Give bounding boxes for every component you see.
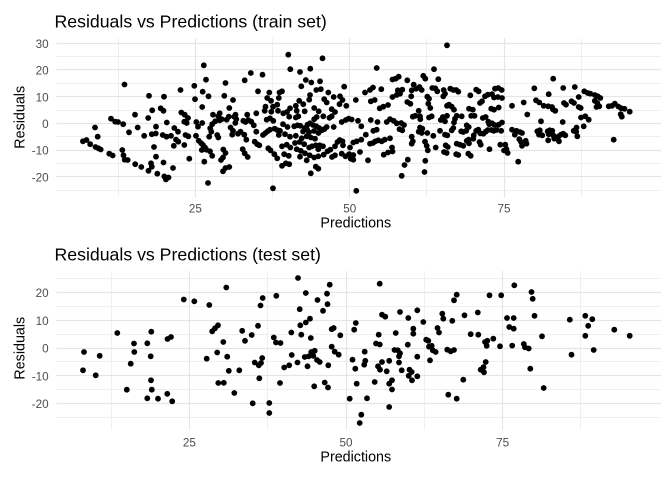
- svg-text:-20: -20: [32, 398, 49, 411]
- svg-text:20: 20: [36, 65, 50, 78]
- svg-text:25: 25: [189, 202, 203, 215]
- svg-text:-10: -10: [32, 145, 49, 158]
- svg-text:Predictions: Predictions: [320, 215, 391, 231]
- svg-text:-10: -10: [32, 370, 49, 383]
- svg-text:30: 30: [36, 38, 50, 51]
- svg-text:75: 75: [497, 202, 511, 215]
- svg-text:0: 0: [42, 343, 49, 356]
- svg-text:Predictions: Predictions: [320, 449, 391, 465]
- svg-text:75: 75: [496, 436, 510, 449]
- svg-text:10: 10: [36, 91, 50, 104]
- svg-text:Residuals vs Predictions (test: Residuals vs Predictions (test set): [55, 245, 321, 265]
- svg-text:Residuals: Residuals: [13, 86, 29, 149]
- svg-text:50: 50: [343, 202, 357, 215]
- svg-text:Residuals vs Predictions (trai: Residuals vs Predictions (train set): [55, 11, 327, 31]
- svg-text:50: 50: [339, 436, 353, 449]
- svg-text:20: 20: [36, 287, 50, 300]
- svg-text:0: 0: [42, 118, 49, 131]
- svg-text:10: 10: [36, 315, 50, 328]
- svg-text:25: 25: [183, 436, 197, 449]
- svg-text:-20: -20: [32, 171, 49, 184]
- svg-text:Residuals: Residuals: [13, 317, 29, 380]
